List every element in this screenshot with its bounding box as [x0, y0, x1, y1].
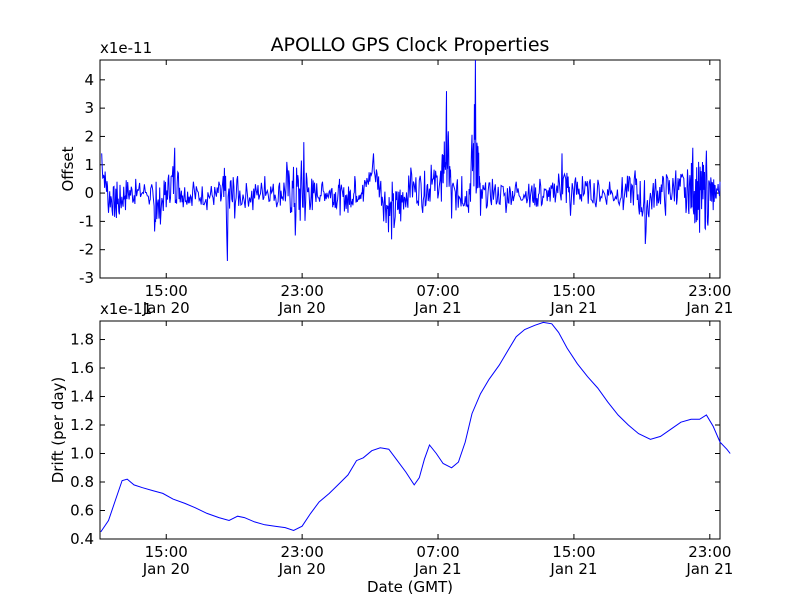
drift-y-axis-label: Drift (per day)	[49, 377, 67, 484]
offset-x-tick-date: Jan 21	[414, 299, 462, 317]
drift-x-tick-date: Jan 21	[414, 560, 462, 578]
offset-y-tick-label: 1	[84, 156, 94, 174]
drift-x-axis-label: Date (GMT)	[367, 578, 453, 596]
drift-x-tick-date: Jan 21	[685, 560, 733, 578]
offset-y-tick-label: -3	[79, 269, 94, 287]
chart-title: APOLLO GPS Clock Properties	[271, 34, 550, 56]
offset-y-ticks: -3 -2 -1 0 1 2 3 4	[79, 71, 720, 287]
drift-x-tick-time: 23:00	[281, 543, 324, 561]
drift-x-tick-time: 07:00	[416, 543, 459, 561]
offset-y-tick-label: 0	[84, 184, 94, 202]
drift-x-tick-date: Jan 21	[549, 560, 597, 578]
drift-y-tick-label: 0.6	[70, 502, 94, 520]
drift-y-tick-label: 1.0	[70, 445, 94, 463]
drift-series-line	[100, 321, 731, 533]
offset-x-tick-time: 07:00	[416, 282, 459, 300]
drift-panel: x1e-11 Drift (per day) Date (GMT) 0.4 0.6…	[49, 300, 733, 596]
drift-x-tick-time: 23:00	[688, 543, 731, 561]
drift-x-tick-date: Jan 20	[278, 560, 326, 578]
offset-x-tick-time: 23:00	[281, 282, 324, 300]
offset-x-tick-time: 15:00	[552, 282, 595, 300]
drift-x-tick-time: 15:00	[552, 543, 595, 561]
offset-y-tick-label: 2	[84, 127, 94, 145]
drift-x-tick-date: Jan 20	[142, 560, 190, 578]
offset-x-tick-time: 15:00	[145, 282, 188, 300]
drift-y-tick-label: 0.4	[70, 530, 94, 548]
drift-multiplier-label: x1e-11	[100, 300, 152, 318]
offset-y-tick-label: 4	[84, 71, 94, 89]
offset-y-tick-label: -1	[79, 212, 94, 230]
offset-y-tick-label: 3	[84, 99, 94, 117]
drift-y-tick-label: 1.4	[70, 388, 94, 406]
drift-y-tick-label: 1.8	[70, 331, 94, 349]
offset-x-tick-date: Jan 21	[549, 299, 597, 317]
drift-y-tick-label: 0.8	[70, 473, 94, 491]
offset-y-tick-label: -2	[79, 241, 94, 259]
offset-y-axis-label: Offset	[59, 146, 77, 191]
offset-x-tick-time: 23:00	[688, 282, 731, 300]
offset-multiplier-label: x1e-11	[100, 39, 152, 57]
offset-x-tick-date: Jan 21	[685, 299, 733, 317]
drift-x-tick-time: 15:00	[145, 543, 188, 561]
drift-y-ticks: 0.4 0.6 0.8 1.0 1.2 1.4 1.6 1.8	[70, 331, 720, 548]
drift-y-tick-label: 1.2	[70, 416, 94, 434]
offset-series-line	[101, 59, 721, 262]
offset-plot-area	[99, 59, 721, 279]
drift-plot-area	[99, 320, 721, 540]
drift-y-tick-label: 1.6	[70, 359, 94, 377]
offset-x-tick-date: Jan 20	[278, 299, 326, 317]
offset-x-tick-date: Jan 20	[142, 299, 190, 317]
